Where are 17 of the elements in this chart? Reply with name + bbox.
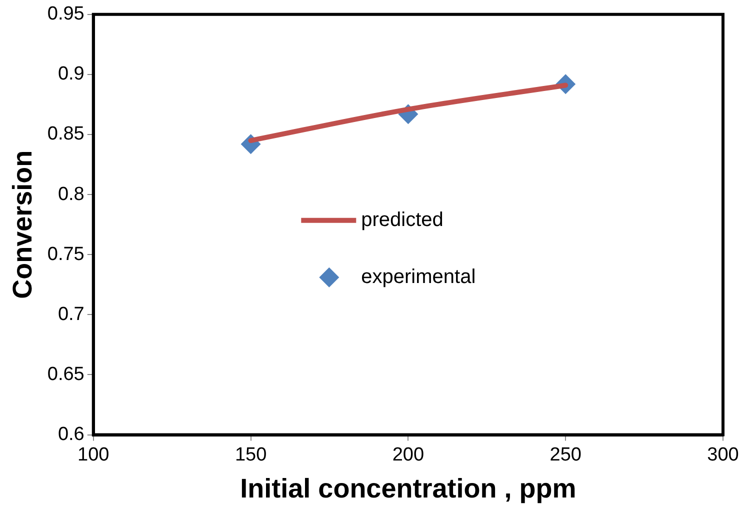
y-axis-title: Conversion [8, 150, 38, 299]
x-tick-label: 100 [78, 444, 110, 466]
y-tick-label: 0.6 [58, 424, 84, 446]
x-axis-title: Initial concentration , ppm [240, 473, 576, 504]
x-tick-label: 150 [234, 444, 267, 466]
x-tick-label: 300 [707, 444, 739, 466]
x-tick-label: 250 [550, 444, 582, 466]
legend-label: predicted [361, 208, 444, 231]
y-tick-label: 0.8 [58, 184, 84, 205]
y-tick-label: 0.7 [58, 304, 84, 325]
legend-label: experimental [361, 266, 476, 288]
y-tick-label: 0.75 [47, 244, 84, 265]
x-tick-label: 200 [392, 444, 424, 466]
y-tick-label: 0.85 [47, 124, 84, 145]
y-tick-label: 0.9 [58, 64, 84, 85]
y-tick-label: 0.65 [47, 364, 84, 385]
y-tick-label: 0.95 [47, 4, 84, 25]
